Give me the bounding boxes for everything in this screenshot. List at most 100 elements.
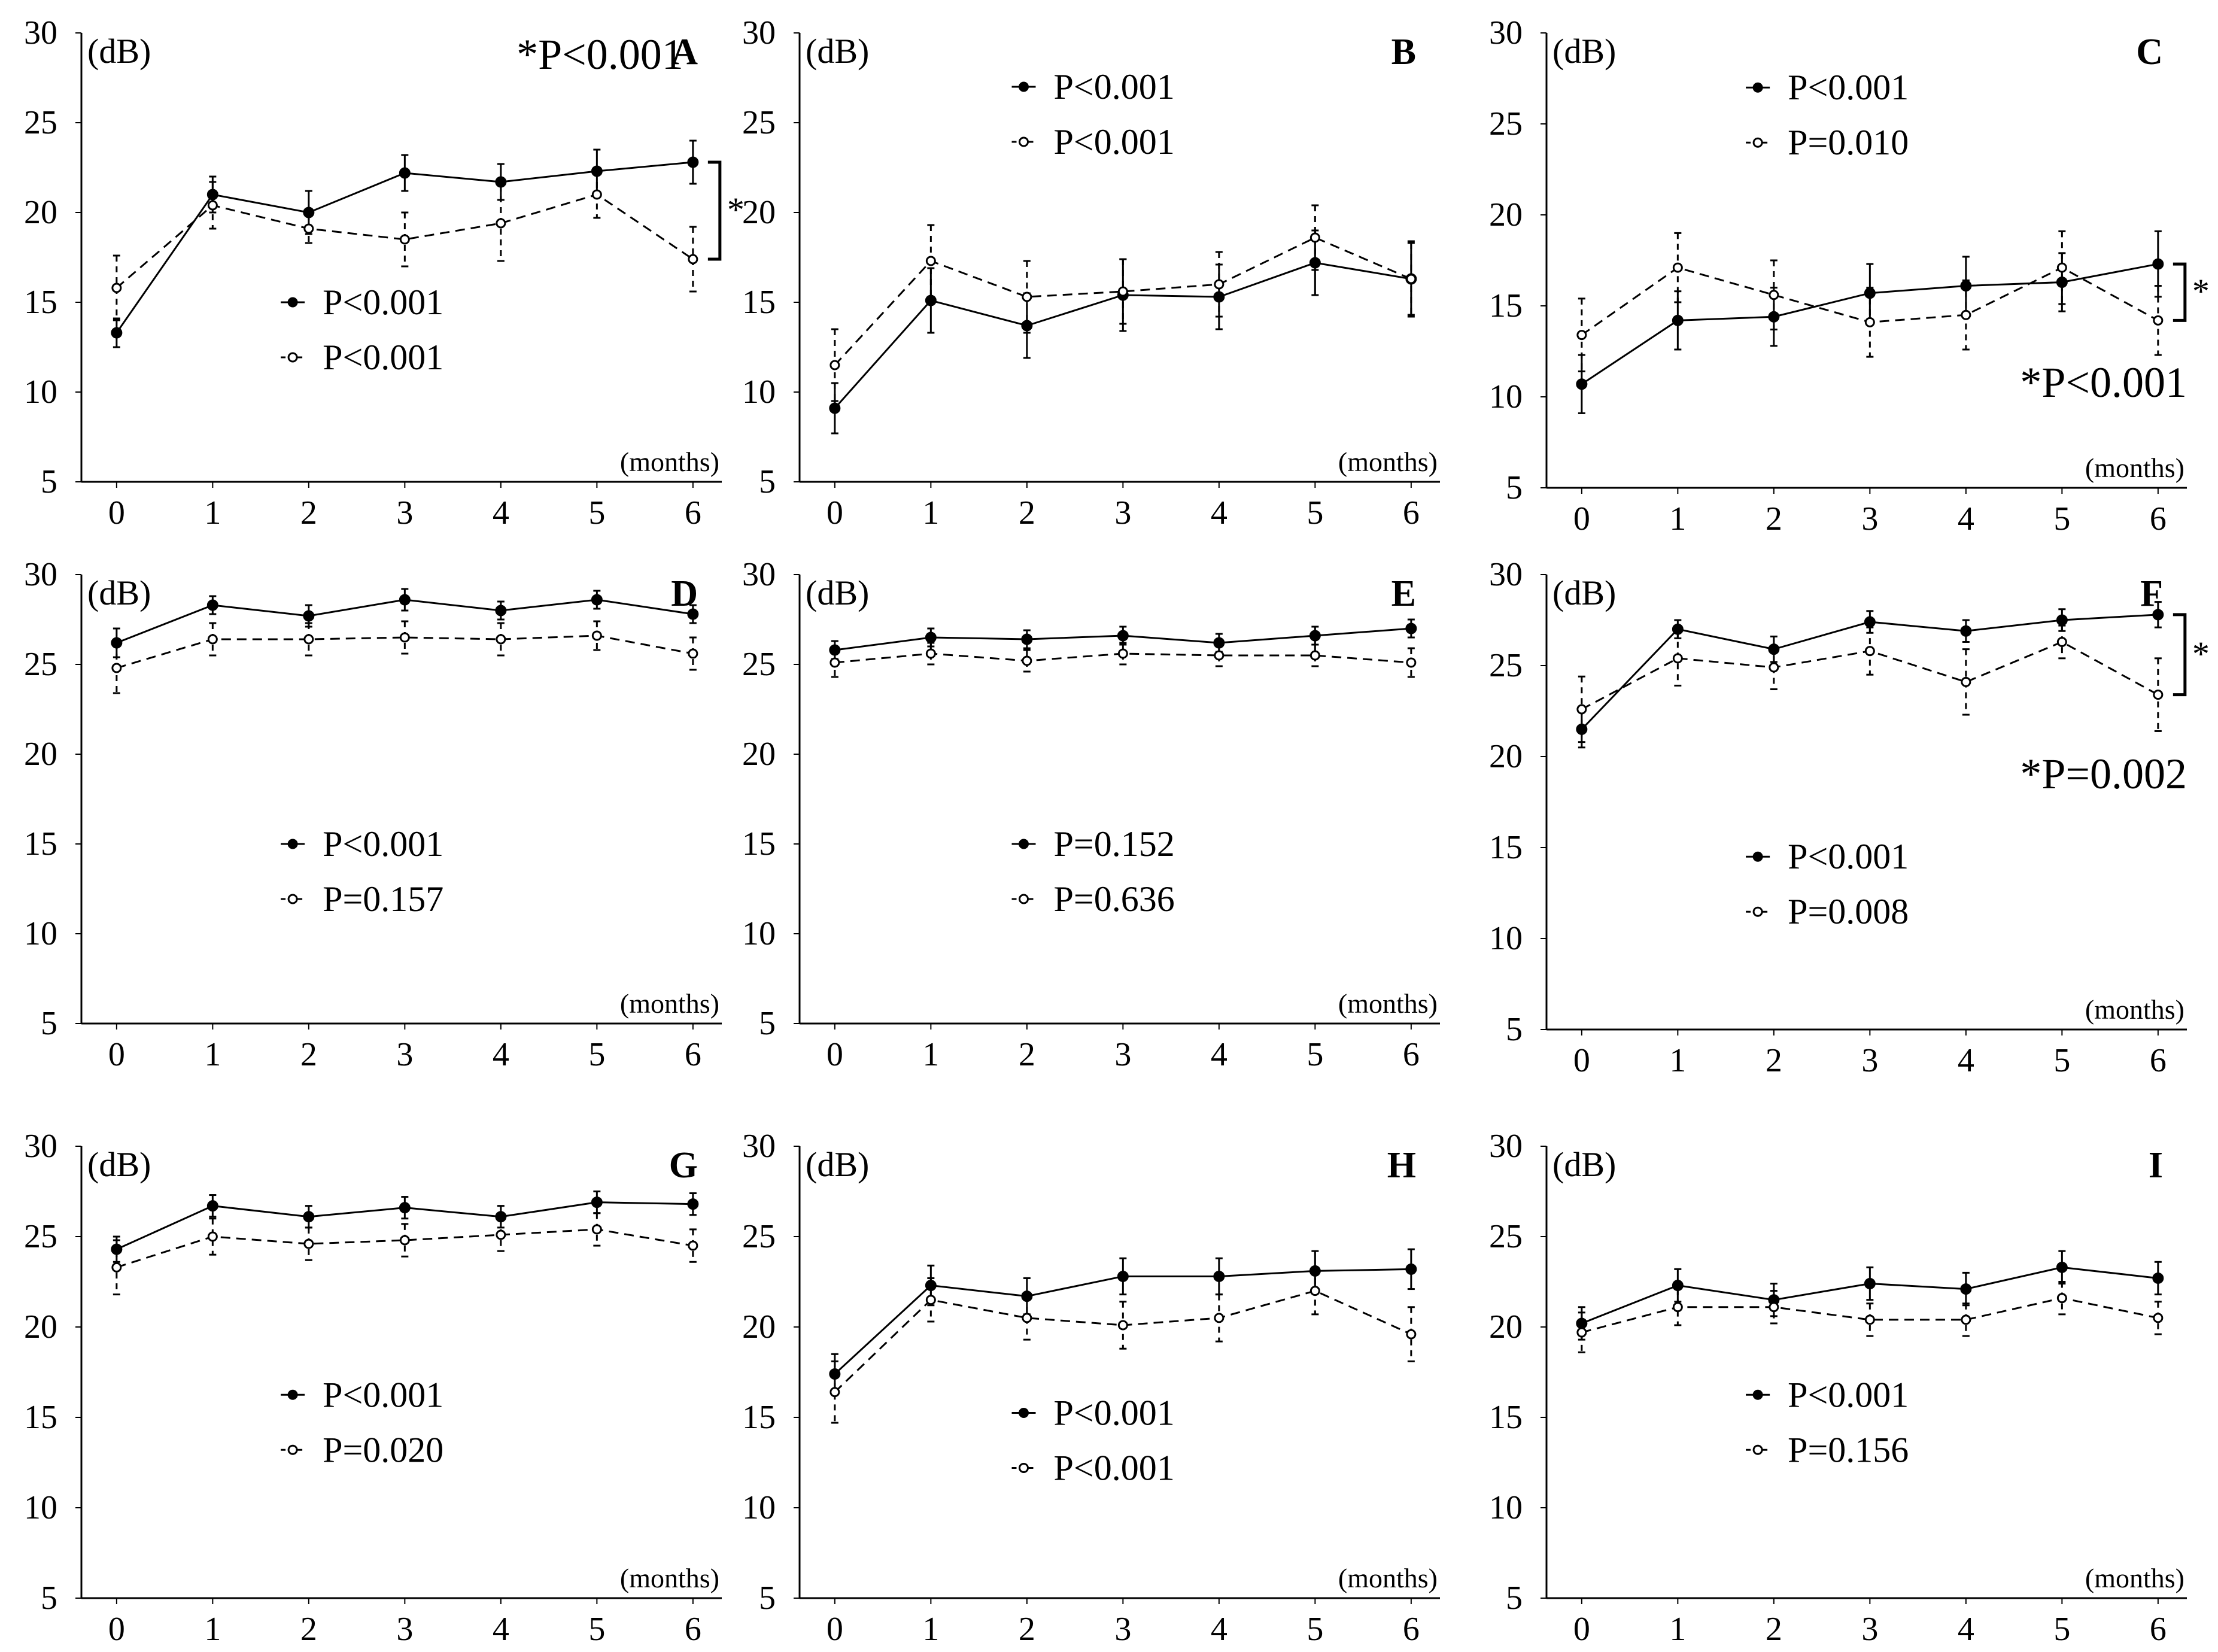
y-unit-label: (dB) <box>87 1145 151 1184</box>
x-tick-label: 6 <box>2150 500 2167 537</box>
x-tick-label: 6 <box>1403 1036 1420 1073</box>
y-tick-label: 5 <box>1506 1580 1523 1617</box>
data-point <box>303 1211 315 1223</box>
x-tick-label: 6 <box>685 1611 701 1648</box>
x-tick-label: 0 <box>108 494 125 532</box>
x-axis-label: (months) <box>2085 1563 2184 1593</box>
data-point <box>111 663 122 673</box>
series-dashed <box>830 642 1417 678</box>
panel-letter: C <box>2136 32 2163 72</box>
y-tick-label: 10 <box>1489 1489 1523 1526</box>
x-axis-label: (months) <box>2085 994 2184 1025</box>
x-tick-label: 2 <box>300 1611 317 1648</box>
legend-p-value: P<0.001 <box>1788 68 1909 107</box>
data-point <box>1864 646 1875 657</box>
data-point <box>2056 636 2067 647</box>
x-tick-label: 4 <box>1958 500 1974 537</box>
data-point <box>925 631 937 643</box>
y-tick-label: 25 <box>742 104 776 141</box>
legend-entry: P<0.001 <box>1011 67 1175 107</box>
y-tick-label: 15 <box>1489 1399 1523 1436</box>
data-point <box>925 648 936 659</box>
x-tick-label: 6 <box>1403 1611 1420 1648</box>
x-tick-label: 1 <box>922 494 939 532</box>
legend-p-value: P=0.636 <box>1054 879 1175 919</box>
y-tick-label: 30 <box>1489 556 1523 593</box>
y-tick-label: 30 <box>742 1128 776 1165</box>
panel-letter: I <box>2149 1145 2163 1186</box>
data-point <box>207 1231 218 1242</box>
x-axis-label: (months) <box>1338 1563 1438 1593</box>
legend-marker <box>287 1389 298 1400</box>
y-unit-label: (dB) <box>87 32 151 71</box>
legend-marker <box>1752 1444 1763 1455</box>
data-point <box>111 1262 122 1273</box>
significance-annotation: *P<0.001 <box>2020 359 2187 406</box>
legend-marker <box>1752 82 1763 93</box>
legend-marker <box>1019 1462 1029 1473</box>
data-point <box>688 1240 698 1251</box>
y-tick-label: 20 <box>742 194 776 231</box>
x-tick-label: 5 <box>588 494 605 532</box>
x-tick-label: 1 <box>204 1036 221 1073</box>
y-tick-label: 30 <box>1489 1128 1523 1165</box>
x-tick-label: 4 <box>1211 1611 1228 1648</box>
x-tick-label: 6 <box>2150 1611 2167 1648</box>
legend-p-value: P<0.001 <box>323 824 443 864</box>
data-point <box>591 1197 603 1208</box>
data-point <box>591 630 602 641</box>
data-point <box>496 634 506 645</box>
x-tick-label: 1 <box>1669 1611 1686 1648</box>
data-point <box>399 234 410 245</box>
y-tick-label: 30 <box>742 14 776 51</box>
data-point <box>1960 625 1972 637</box>
panel-c: 30 25 20 15 10 5 0 1 2 3 4 5 6 (dB) (months) C P<0.001 P=… <box>1489 14 2210 537</box>
x-axis-label: (months) <box>1338 447 1438 477</box>
y-tick-label: 20 <box>742 1308 776 1346</box>
x-tick-label: 0 <box>1573 1611 1590 1648</box>
y-tick-label: 15 <box>1489 287 1523 324</box>
data-point <box>830 360 840 371</box>
data-point <box>688 254 698 265</box>
legend-entry: P<0.001 <box>281 338 443 377</box>
legend-entry: P<0.001 <box>1011 122 1175 162</box>
x-tick-label: 4 <box>493 1036 509 1073</box>
legend-marker <box>1752 137 1763 148</box>
y-tick-label: 10 <box>742 373 776 411</box>
x-tick-label: 2 <box>1019 1611 1035 1648</box>
data-point <box>687 156 699 168</box>
legend-p-value: P=0.152 <box>1054 824 1175 864</box>
x-axis-label: (months) <box>620 1563 719 1593</box>
y-tick-label: 15 <box>24 1399 57 1436</box>
legend-entry: P<0.001 <box>1746 68 1909 107</box>
data-point <box>1309 650 1320 661</box>
legend-marker <box>287 297 298 308</box>
data-point <box>1864 1278 1876 1290</box>
panel-letter: A <box>671 32 698 72</box>
legend-marker <box>1019 136 1029 147</box>
x-axis-label: (months) <box>620 988 719 1019</box>
data-point <box>1960 1283 1972 1295</box>
data-point <box>688 648 698 659</box>
y-tick-label: 5 <box>1506 1011 1523 1048</box>
legend-p-value: P<0.001 <box>1054 122 1175 162</box>
data-point <box>207 634 218 645</box>
y-tick-label: 15 <box>742 284 776 321</box>
x-tick-label: 1 <box>1669 500 1686 537</box>
y-tick-label: 30 <box>1489 14 1523 51</box>
x-tick-label: 5 <box>2053 1611 2070 1648</box>
data-point <box>206 1200 218 1212</box>
x-tick-label: 2 <box>1019 494 1035 532</box>
data-point <box>2153 690 2164 700</box>
x-tick-label: 2 <box>1019 1036 1035 1073</box>
panel-g: 30 25 20 15 10 5 0 1 2 3 4 5 6 (dB) (months) G P<0.001 P=… <box>24 1128 722 1648</box>
x-tick-label: 0 <box>1573 500 1590 537</box>
data-point <box>1309 630 1321 642</box>
data-point <box>1214 1313 1225 1323</box>
y-tick-label: 15 <box>24 284 57 321</box>
data-point <box>1961 1314 1971 1325</box>
y-tick-label: 5 <box>41 1005 57 1042</box>
data-point <box>1406 274 1417 284</box>
legend-entry: P<0.001 <box>1746 1375 1909 1414</box>
